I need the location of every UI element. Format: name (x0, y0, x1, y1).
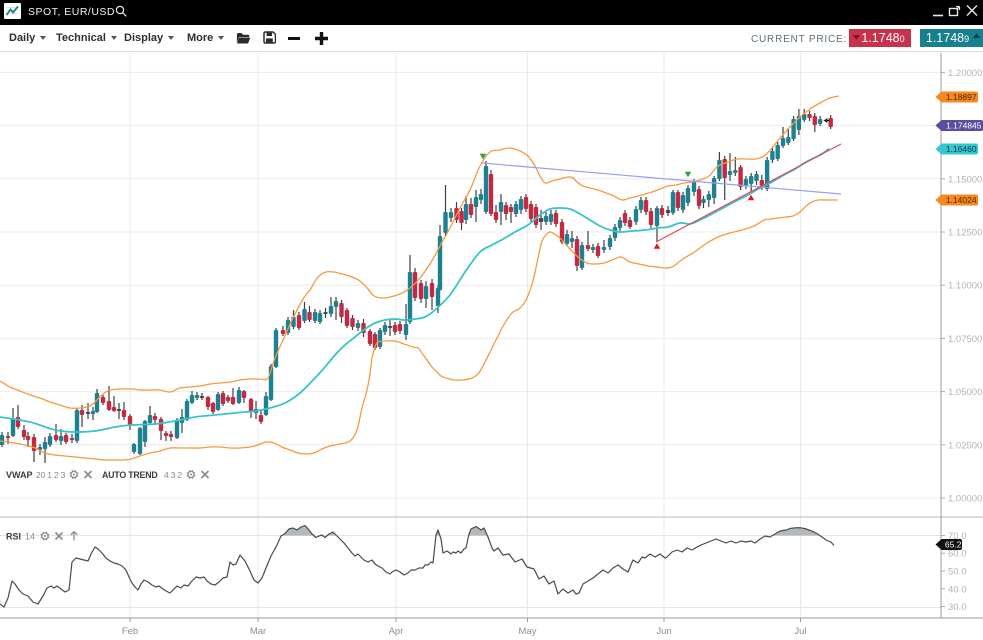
svg-text:1.16460: 1.16460 (946, 144, 977, 154)
svg-text:Jun: Jun (656, 626, 671, 637)
svg-text:4 3 2: 4 3 2 (164, 470, 182, 480)
svg-text:RSI: RSI (6, 532, 21, 542)
svg-text:1.00000: 1.00000 (948, 494, 982, 505)
svg-text:70.0: 70.0 (948, 531, 967, 542)
svg-text:1.18897: 1.18897 (946, 92, 977, 102)
svg-text:1.07500: 1.07500 (948, 334, 982, 345)
svg-text:AUTO TREND: AUTO TREND (102, 470, 158, 480)
svg-text:1.15000: 1.15000 (948, 174, 982, 185)
svg-text:Apr: Apr (389, 626, 404, 637)
svg-text:40.0: 40.0 (948, 584, 967, 595)
svg-text:1.20000: 1.20000 (948, 68, 982, 79)
svg-text:May: May (519, 626, 537, 637)
svg-text:1.174845: 1.174845 (946, 121, 982, 131)
svg-text:14: 14 (25, 532, 35, 542)
svg-text:1.05000: 1.05000 (948, 387, 982, 398)
svg-text:20 1 2 3: 20 1 2 3 (36, 470, 66, 480)
svg-text:50.0: 50.0 (948, 567, 967, 578)
svg-text:Feb: Feb (122, 626, 138, 637)
svg-text:1.14024: 1.14024 (946, 195, 977, 205)
svg-text:65.2: 65.2 (945, 540, 962, 550)
svg-text:1.10000: 1.10000 (948, 281, 982, 292)
svg-text:Mar: Mar (250, 626, 266, 637)
svg-text:1.12500: 1.12500 (948, 228, 982, 239)
svg-text:60.0: 60.0 (948, 549, 967, 560)
svg-text:30.0: 30.0 (948, 602, 967, 613)
svg-text:Jul: Jul (794, 626, 806, 637)
svg-text:VWAP: VWAP (6, 470, 33, 480)
svg-text:1.02500: 1.02500 (948, 440, 982, 451)
